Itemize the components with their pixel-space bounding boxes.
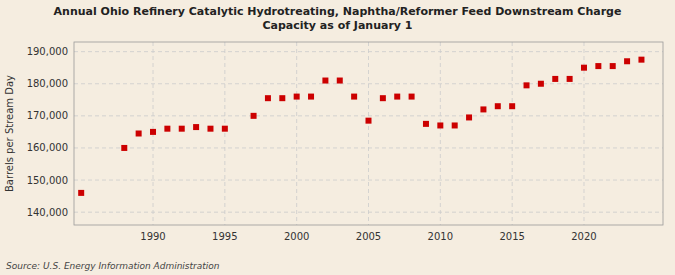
point — [251, 113, 257, 119]
y-tick-label: 180,000 — [27, 78, 68, 89]
point — [136, 131, 142, 137]
point — [452, 122, 458, 128]
y-tick-label: 160,000 — [27, 142, 68, 153]
x-tick-label: 2020 — [571, 231, 596, 242]
point — [308, 94, 314, 100]
point — [437, 122, 443, 128]
point — [78, 190, 84, 196]
y-tick-label: 150,000 — [27, 175, 68, 186]
point — [380, 95, 386, 101]
point — [524, 82, 530, 88]
point — [150, 129, 156, 135]
grid-line-x — [368, 42, 369, 225]
title-line: Annual Ohio Refinery Catalytic Hydrotrea… — [54, 5, 622, 18]
grid-line-x — [440, 42, 441, 225]
chart: Annual Ohio Refinery Catalytic Hydrotrea… — [0, 0, 675, 275]
x-tick-label: 1990 — [140, 231, 165, 242]
point — [279, 95, 285, 101]
x-tick-label: 2000 — [284, 231, 309, 242]
point — [193, 124, 199, 130]
point — [394, 94, 400, 100]
point — [222, 126, 228, 132]
point — [423, 121, 429, 127]
point — [337, 78, 343, 84]
points — [78, 57, 644, 196]
point — [538, 81, 544, 87]
point — [294, 94, 300, 100]
point — [552, 76, 558, 82]
grid-line-x — [296, 42, 297, 225]
y-axis-label: Barrels per Stream Day — [4, 75, 15, 192]
point — [509, 103, 515, 109]
point — [265, 95, 271, 101]
point — [610, 63, 616, 69]
x-tick-label: 1995 — [212, 231, 237, 242]
point — [581, 65, 587, 71]
grid-line-x — [224, 42, 225, 225]
point — [366, 118, 372, 124]
point — [595, 63, 601, 69]
point — [638, 57, 644, 63]
source: Source: U.S. Energy Information Administ… — [6, 261, 220, 271]
y-tick-label: 140,000 — [27, 207, 68, 218]
point — [466, 114, 472, 120]
point — [495, 103, 501, 109]
point — [207, 126, 213, 132]
title-line: Capacity as of January 1 — [263, 19, 413, 32]
point — [164, 126, 170, 132]
y-tick-label: 170,000 — [27, 110, 68, 121]
point — [351, 94, 357, 100]
x-tick-label: 2005 — [356, 231, 381, 242]
point — [567, 76, 573, 82]
point — [121, 145, 127, 151]
point — [480, 106, 486, 112]
x-tick-label: 2010 — [428, 231, 453, 242]
point — [409, 94, 415, 100]
background — [0, 0, 675, 275]
y-tick-label: 190,000 — [27, 46, 68, 57]
point — [624, 58, 630, 64]
title: Annual Ohio Refinery Catalytic Hydrotrea… — [54, 5, 622, 32]
point — [179, 126, 185, 132]
point — [322, 78, 328, 84]
x-tick-label: 2015 — [499, 231, 524, 242]
grid-line-y — [74, 180, 663, 181]
grid-line-x — [512, 42, 513, 225]
plot-frame — [74, 42, 663, 225]
grid — [74, 42, 663, 225]
